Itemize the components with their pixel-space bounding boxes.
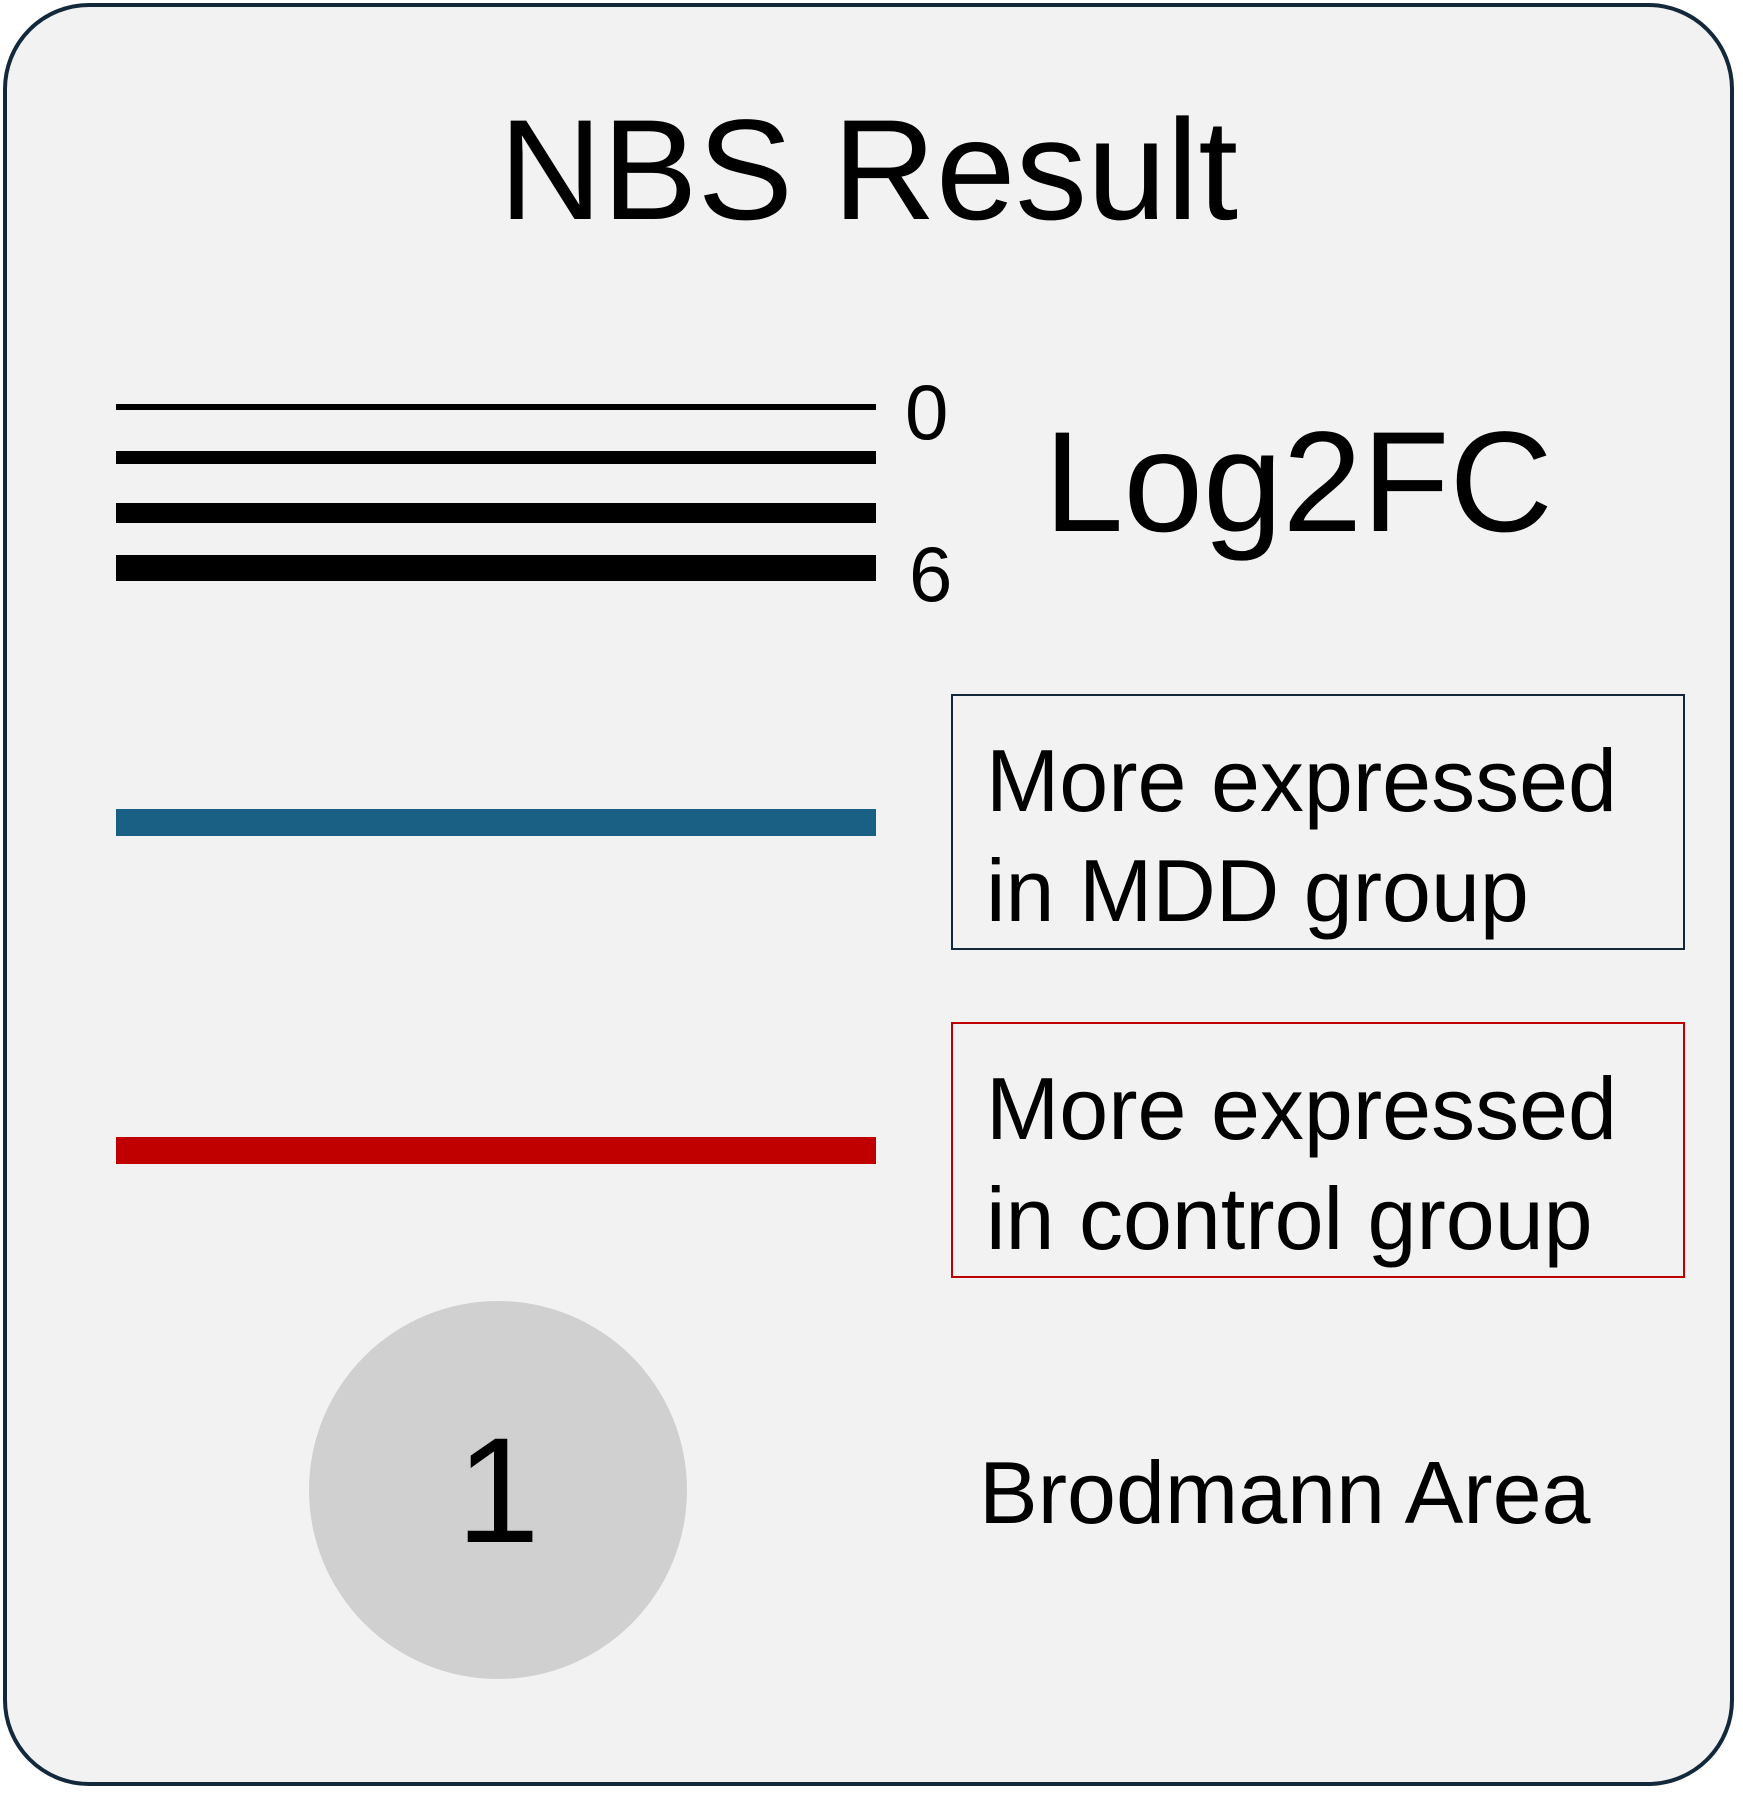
width-line-medium [116,451,876,464]
width-max-label: 6 [909,535,952,613]
control-legend-box: More expressed in control group [951,1022,1685,1278]
brodmann-node-number: 1 [456,1404,539,1577]
width-line-thin [116,404,876,410]
mdd-legend-line1: More expressed [986,726,1683,836]
log2fc-label: Log2FC [1044,411,1553,554]
mdd-legend-line2: in MDD group [986,836,1683,946]
brodmann-area-label: Brodmann Area [979,1449,1591,1537]
mdd-color-line [116,809,876,836]
width-line-thickest [116,555,876,581]
control-color-line [116,1137,876,1164]
panel-title: NBS Result [7,99,1730,242]
mdd-legend-box: More expressed in MDD group [951,694,1685,950]
width-line-thick [116,503,876,523]
width-min-label: 0 [905,373,948,451]
brodmann-node-circle: 1 [309,1301,687,1679]
legend-panel: NBS Result 0 6 Log2FC More expressed in … [3,3,1734,1786]
control-legend-line1: More expressed [986,1054,1683,1164]
control-legend-line2: in control group [986,1164,1683,1274]
